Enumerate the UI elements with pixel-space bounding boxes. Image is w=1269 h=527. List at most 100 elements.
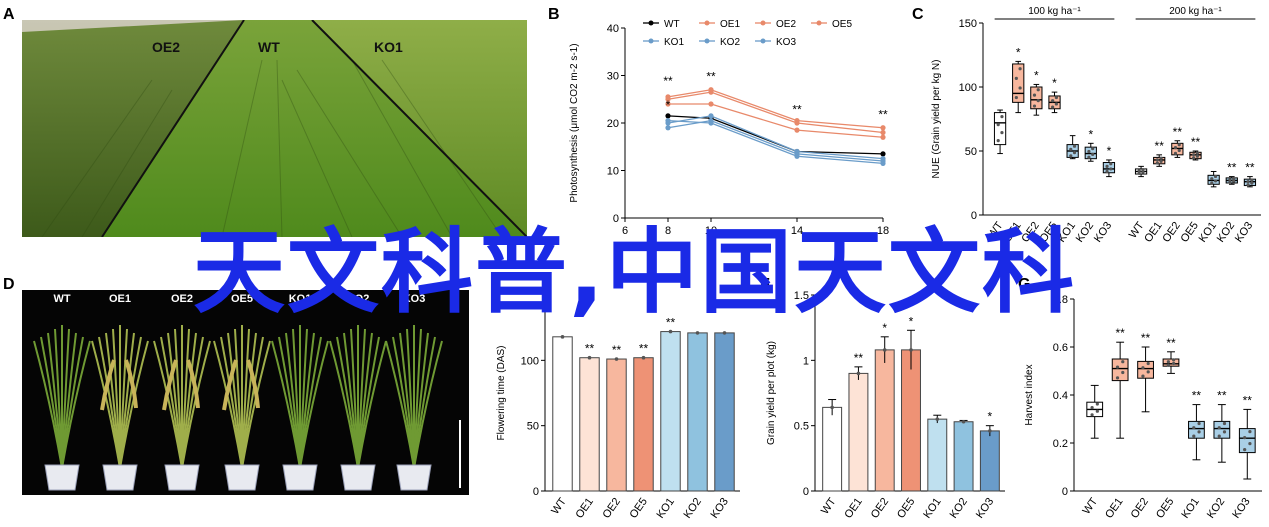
box-point — [1000, 115, 1004, 119]
bar-point — [641, 355, 646, 360]
box-point — [1141, 170, 1145, 174]
box-point — [1141, 374, 1145, 378]
y-tick-label: 50 — [527, 421, 539, 433]
data-point — [665, 101, 671, 107]
plant-ko3: KO3 — [385, 293, 443, 491]
significance-marker: * — [1034, 68, 1039, 82]
significance-marker: ** — [1217, 389, 1227, 403]
box-point — [1137, 171, 1141, 175]
significance-marker: ** — [792, 103, 802, 117]
bar-ko1 — [927, 418, 948, 492]
plant-leaf — [385, 340, 415, 469]
box-point — [1177, 148, 1181, 153]
plant-leaf — [241, 340, 271, 469]
y-tick-label: 100 — [521, 355, 539, 367]
x-tick-label: KO1 — [1179, 496, 1201, 521]
plant-leaf — [181, 340, 211, 469]
box-point — [1032, 104, 1037, 108]
data-point — [880, 129, 886, 136]
rice-panicle — [100, 359, 116, 411]
box-point — [1173, 151, 1178, 155]
plant-leaf — [61, 340, 91, 469]
harvest-index-box-chart: 0 0.2 0.4 0.6 0.8 Harvest index WT ** OE1 ** OE2 **… — [1024, 294, 1262, 521]
flower-pot — [102, 464, 138, 491]
box-point — [1155, 158, 1159, 162]
plant-leaf — [227, 332, 243, 469]
x-tick-label: 6 — [622, 225, 628, 237]
box-point — [1105, 169, 1109, 174]
y-tick-label: 0 — [971, 210, 977, 222]
box-point — [1172, 361, 1176, 366]
y-tick-label: 50 — [965, 146, 977, 158]
legend-label: KO2 — [720, 37, 740, 48]
bar-point — [614, 357, 619, 361]
data-point — [708, 113, 714, 119]
significance-marker: ** — [1227, 161, 1237, 175]
plant-leaf — [47, 332, 63, 469]
box-point — [1177, 143, 1181, 147]
box-point — [1095, 402, 1099, 406]
box-ko3 — [1238, 428, 1256, 454]
flower-pot — [224, 464, 260, 491]
bar-wt — [822, 406, 843, 492]
y-tick-label: 1.5 — [794, 290, 809, 302]
box-oe2 — [1137, 360, 1154, 379]
x-tick-label: 18 — [877, 225, 889, 237]
series-line-oe5 — [668, 103, 884, 138]
x-tick-label: OE1 — [1103, 496, 1125, 521]
box-oe1 — [1111, 358, 1129, 382]
box-point — [1155, 161, 1159, 165]
y-tick-label: 0 — [613, 213, 619, 225]
x-tick-label: KO1 — [921, 496, 943, 521]
box-point — [1195, 151, 1199, 155]
box-point — [1109, 162, 1113, 166]
y-tick-label: 30 — [607, 71, 619, 83]
y-tick-label: 0.4 — [1053, 390, 1068, 402]
plant-oe2: OE2 — [153, 293, 211, 491]
series-line-oe1 — [667, 89, 884, 129]
box-point — [1159, 156, 1163, 160]
panel-label-a: A — [3, 6, 15, 23]
data-point — [665, 96, 671, 102]
plant-label: OE5 — [231, 293, 253, 305]
box-point — [1222, 430, 1227, 434]
significance-marker: ** — [1192, 389, 1202, 403]
plant-leaf — [153, 340, 183, 469]
box-point — [1192, 153, 1196, 157]
box-point — [1091, 147, 1095, 151]
bar-wt — [552, 336, 573, 492]
significance-marker: ** — [1115, 326, 1125, 340]
x-tick-label: 8 — [665, 225, 671, 237]
plant-leaf — [299, 340, 329, 469]
plant-label: OE2 — [171, 293, 193, 305]
x-tick-label: WT — [549, 496, 569, 517]
significance-marker: * — [1016, 45, 1021, 59]
rice-panicle — [246, 359, 260, 409]
bar-point — [961, 419, 966, 424]
y-tick-label: 1 — [803, 355, 809, 367]
legend-label: KO1 — [664, 37, 684, 48]
data-point — [880, 156, 886, 162]
legend-label: OE2 — [776, 19, 796, 30]
box-point — [1109, 167, 1113, 171]
y-tick-label: 0.5 — [794, 421, 809, 433]
rice-panicle — [162, 359, 178, 411]
box-point — [1072, 151, 1077, 155]
significance-marker: ** — [1173, 125, 1183, 139]
plant-leaf — [285, 332, 301, 469]
box-point — [1146, 370, 1150, 374]
rice-panicle — [124, 359, 138, 409]
data-point — [708, 120, 714, 126]
data-point — [665, 118, 671, 124]
rice-panicle — [222, 359, 238, 411]
box-point — [1159, 159, 1163, 163]
y-axis-label: Grain yield per plot (kg) — [766, 341, 777, 445]
panel-label-f: F — [760, 276, 770, 293]
box-point — [1222, 421, 1227, 426]
legend-marker — [704, 38, 710, 44]
box-point — [1054, 95, 1058, 100]
significance-marker: ** — [854, 351, 864, 365]
x-tick-label: KO2 — [682, 496, 704, 521]
box-point — [1115, 376, 1120, 380]
box-point — [1195, 154, 1199, 158]
